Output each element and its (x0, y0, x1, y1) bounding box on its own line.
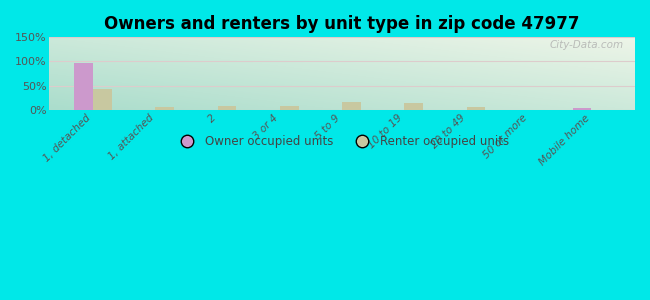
Title: Owners and renters by unit type in zip code 47977: Owners and renters by unit type in zip c… (105, 15, 580, 33)
Bar (467, 107, 486, 110)
Text: City-Data.com: City-Data.com (549, 40, 623, 50)
Bar (93, 89, 112, 110)
Legend: Owner occupied units, Renter occupied units: Owner occupied units, Renter occupied un… (170, 131, 514, 153)
Bar (573, 108, 592, 110)
Bar (404, 103, 423, 110)
Bar (155, 107, 174, 110)
Bar (342, 102, 361, 110)
Bar (280, 106, 298, 110)
Bar (74, 63, 93, 110)
Bar (218, 106, 237, 110)
